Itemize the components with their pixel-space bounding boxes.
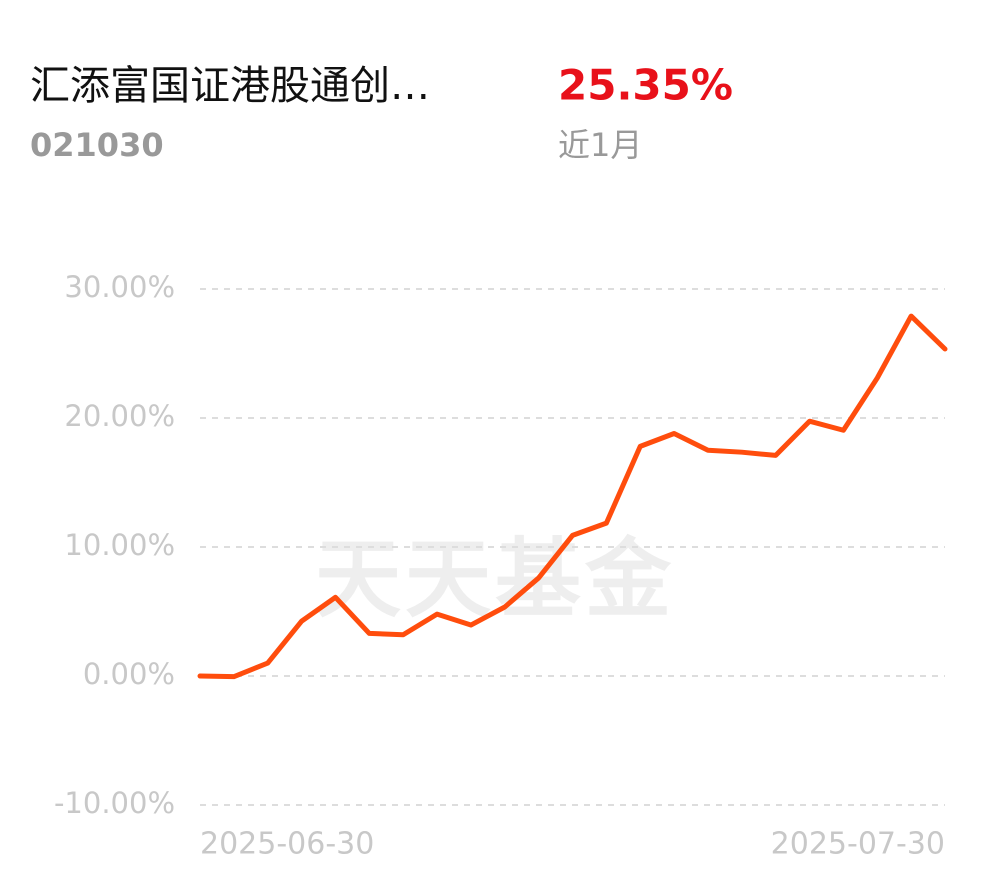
fund-title: 汇添富国证港股通创… (30, 63, 430, 109)
x-tick-label: 2025-07-30 (771, 827, 945, 862)
y-tick-label: 10.00% (64, 528, 175, 562)
line (197, 313, 948, 680)
y-tick-label: -10.00% (54, 786, 175, 820)
y-tick-label: 30.00% (64, 270, 175, 304)
fund-code: 021030 (30, 126, 164, 164)
y-tick-label: 0.00% (83, 657, 175, 691)
period: 近1月 (558, 126, 642, 164)
return-value: 25.35% (558, 61, 733, 110)
y-tick-label: 20.00% (64, 399, 175, 433)
x-tick-label: 2025-06-30 (200, 827, 374, 862)
